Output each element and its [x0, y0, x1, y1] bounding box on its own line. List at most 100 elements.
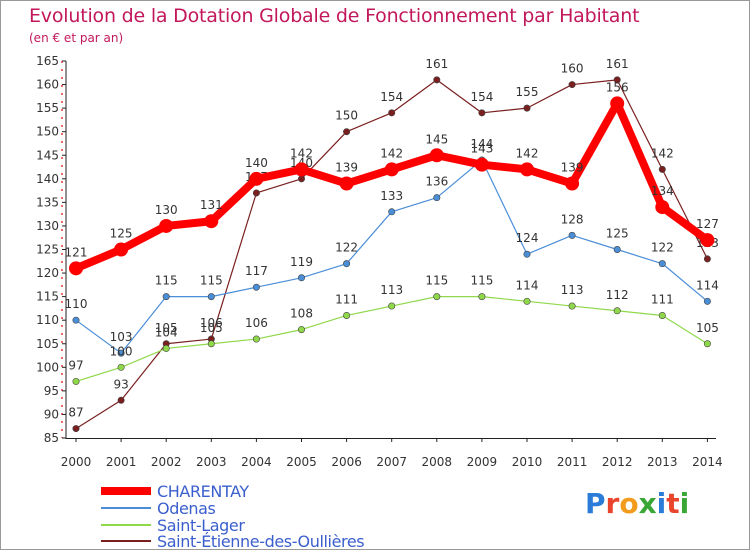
data-point	[703, 340, 711, 348]
y-tick-label: 155	[36, 101, 59, 115]
logo-letter: P	[585, 487, 606, 520]
data-point	[72, 316, 80, 324]
data-point	[162, 344, 170, 352]
data-point	[433, 194, 441, 202]
data-point	[388, 208, 396, 216]
y-tick-label: 115	[36, 290, 59, 304]
data-point	[207, 340, 215, 348]
y-tick-label: 145	[36, 148, 59, 162]
x-tick-label: 2004	[241, 455, 272, 469]
data-label: 110	[65, 297, 88, 311]
data-label: 145	[425, 132, 448, 146]
data-label: 142	[516, 146, 539, 160]
data-point	[252, 283, 260, 291]
data-label: 100	[110, 344, 133, 358]
y-tick-label: 130	[36, 219, 59, 233]
data-point	[613, 307, 621, 315]
data-label: 121	[65, 245, 88, 259]
data-point	[613, 76, 621, 84]
legend-swatch	[101, 524, 151, 526]
data-label: 144	[470, 137, 493, 151]
data-point	[339, 176, 354, 191]
series-odenas: 110 103 115 115 117 119 122 133 136 144 124 128 125 1…	[65, 137, 719, 357]
data-point	[523, 297, 531, 305]
data-point	[568, 231, 576, 239]
data-label: 131	[200, 198, 223, 212]
data-point	[162, 293, 170, 301]
chart-title: Evolution de la Dotation Globale de Fonc…	[29, 5, 640, 27]
series-line	[75, 79, 709, 430]
data-point	[159, 218, 174, 233]
y-tick-label: 90	[44, 407, 59, 421]
data-point	[658, 260, 666, 268]
data-label: 105	[696, 321, 719, 335]
data-label: 136	[425, 175, 448, 189]
data-point	[252, 335, 260, 343]
y-tick-label: 125	[36, 243, 59, 257]
data-point	[117, 363, 125, 371]
data-point	[343, 311, 351, 319]
data-label: 115	[200, 274, 223, 288]
data-label: 87	[68, 406, 83, 420]
data-label: 124	[516, 231, 539, 245]
y-tick-label: 110	[36, 313, 59, 327]
data-label: 125	[110, 227, 133, 241]
data-label: 139	[335, 161, 358, 175]
data-point	[658, 311, 666, 319]
data-label: 115	[425, 274, 448, 288]
data-label: 161	[606, 57, 629, 71]
data-point	[523, 250, 531, 258]
data-label: 104	[155, 325, 178, 339]
chart-subtitle: (en € et par an)	[29, 31, 124, 45]
y-tick-label: 160	[36, 78, 59, 92]
logo-letter: x	[638, 487, 657, 520]
y-tick-label: 85	[44, 431, 59, 445]
data-label: 103	[110, 330, 133, 344]
data-point	[474, 157, 489, 172]
data-label: 143	[470, 142, 493, 156]
data-label: 134	[651, 184, 674, 198]
legend-label: Odenas	[157, 499, 216, 518]
x-tick-label: 2003	[196, 455, 227, 469]
y-tick-label: 105	[36, 337, 59, 351]
x-tick-label: 2005	[286, 455, 317, 469]
data-label: 139	[561, 161, 584, 175]
y-tick-label: 100	[36, 360, 59, 374]
data-point	[568, 81, 576, 89]
logo-letter: i	[679, 487, 690, 520]
data-label: 142	[651, 146, 674, 160]
data-label: 115	[155, 274, 178, 288]
logo-letter: r	[605, 487, 620, 520]
data-point	[429, 148, 444, 163]
data-point	[565, 176, 580, 191]
series-line	[72, 99, 712, 273]
data-point	[478, 293, 486, 301]
data-point	[297, 175, 305, 183]
y-tick-label: 95	[44, 384, 59, 398]
data-label: 108	[290, 307, 313, 321]
data-point	[114, 242, 129, 257]
data-label: 115	[470, 274, 493, 288]
data-label: 155	[516, 85, 539, 99]
legend-swatch	[101, 487, 151, 495]
x-tick-label: 2001	[106, 455, 137, 469]
legend-label: Saint-Lager	[157, 516, 245, 535]
data-label: 142	[380, 146, 403, 160]
logo-letter: o	[619, 487, 639, 520]
x-tick-label: 2014	[692, 455, 723, 469]
data-point	[204, 214, 219, 229]
data-point	[249, 171, 264, 186]
data-point	[703, 255, 711, 263]
x-tick-label: 2011	[557, 455, 588, 469]
data-label: 125	[606, 227, 629, 241]
data-point	[252, 189, 260, 197]
y-tick-label: 120	[36, 266, 59, 280]
data-label: 140	[245, 156, 268, 170]
x-tick-label: 2007	[376, 455, 407, 469]
x-tick-label: 2000	[61, 455, 92, 469]
data-label: 111	[335, 292, 358, 306]
legend-swatch	[101, 540, 151, 542]
data-label: 154	[380, 90, 403, 104]
